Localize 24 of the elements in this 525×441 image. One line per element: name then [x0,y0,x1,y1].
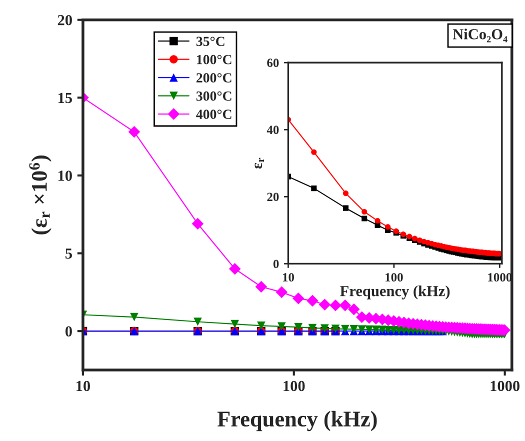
x-axis-title: Frequency (kHz) [217,410,377,432]
y-axis-title: ε$_{r}$ [254,158,264,169]
x-tick-label: 100 [386,273,403,282]
x-tick-label: 10 [76,380,90,392]
y-tick-label: 0 [273,260,279,268]
y-tick-label: 40 [266,126,279,134]
annotation: NiCo₂O₄ [452,28,508,42]
legend-label: 35°C [196,36,224,46]
y-tick-label: 20 [267,192,279,202]
legend-label: 400°C [196,110,232,120]
y-tick-label: 15 [58,92,72,104]
y-tick-label: 10 [58,170,72,181]
y-tick-label: 60 [267,58,279,68]
y-tick-label: 5 [66,248,72,259]
legend-label: 200°C [196,73,232,83]
y-axis-title: (ε$_{r}$ ×10$^{6}$) [29,156,52,234]
y-tick-label: 20 [58,14,72,26]
legend-label: 300°C [196,91,232,101]
x-tick-label: 1000 [490,380,520,392]
legend-label: 100°C [197,54,232,64]
y-tick-label: 0 [65,326,72,337]
x-axis-title: Frequency (kHz) [340,285,450,300]
x-tick-label: 100 [284,380,305,392]
x-tick-label: 10 [282,273,294,282]
